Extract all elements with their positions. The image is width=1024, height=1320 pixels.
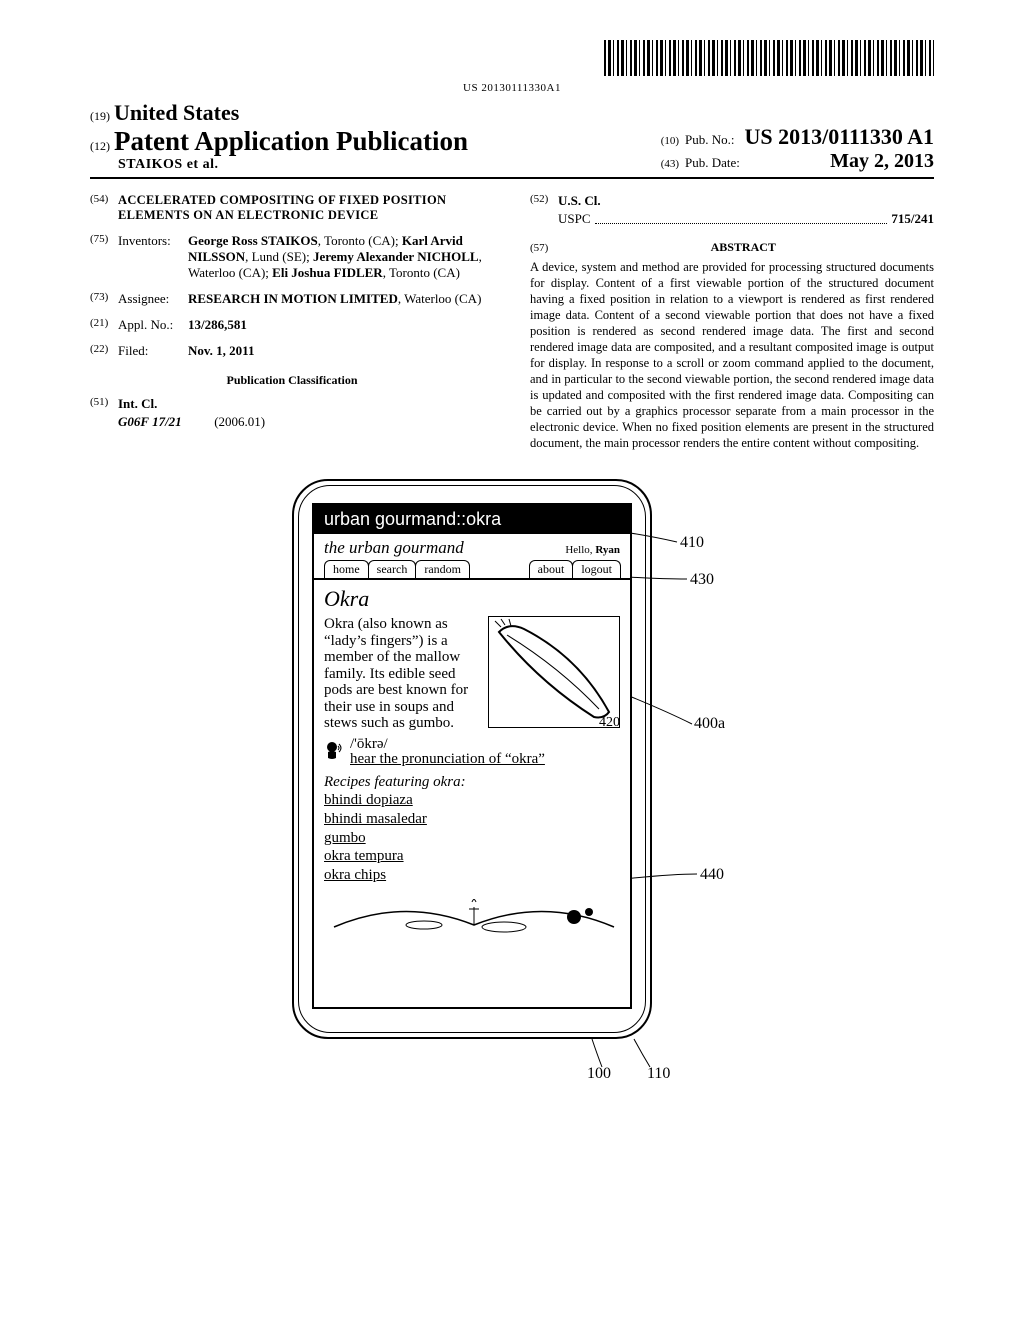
abstract-code: (57) [530, 242, 558, 254]
recipe-link[interactable]: okra chips [324, 866, 620, 885]
recipe-link[interactable]: okra tempura [324, 847, 620, 866]
tab-home[interactable]: home [324, 560, 369, 578]
figure-area: urban gourmand::okra the urban gourmand … [90, 479, 934, 1079]
appl-label: Appl. No.: [118, 317, 188, 333]
abstract-heading: ABSTRACT [561, 240, 925, 255]
abstract-text: A device, system and method are provided… [530, 259, 934, 451]
ref-100: 100 [587, 1065, 611, 1083]
recipe-link[interactable]: gumbo [324, 829, 620, 848]
pub-number: US 2013/0111330 A1 [745, 124, 934, 150]
recipe-link[interactable]: bhindi dopiaza [324, 791, 620, 810]
doc-type-code: (12) [90, 139, 110, 153]
recipe-link[interactable]: bhindi masaledar [324, 810, 620, 829]
assignee-label: Assignee: [118, 291, 188, 307]
dotted-leader [595, 223, 888, 224]
pubdate-code: (43) [661, 158, 679, 170]
decorative-illustration [324, 887, 624, 933]
ref-410: 410 [680, 534, 704, 552]
nav-tabs: home search random about logout [324, 560, 620, 578]
inventors-list: George Ross STAIKOS, Toronto (CA); Karl … [188, 233, 494, 281]
barcode-block: US 20130111330A1 [90, 40, 934, 94]
ref-430: 430 [690, 571, 714, 589]
uscl-value: 715/241 [891, 211, 934, 226]
speaker-head-icon [324, 740, 344, 765]
document-header: (19) United States (12) Patent Application… [90, 100, 934, 179]
uscl-sub: USPC [558, 211, 591, 227]
invention-title: ACCELERATED COMPOSITING OF FIXED POSITIO… [118, 193, 494, 223]
assignee-code: (73) [90, 291, 118, 307]
intcl-label: Int. Cl. [118, 396, 157, 411]
tab-random[interactable]: random [415, 560, 470, 578]
device-screen: urban gourmand::okra the urban gourmand … [312, 503, 632, 1009]
assignee-value: RESEARCH IN MOTION LIMITED, Waterloo (CA… [188, 291, 494, 307]
ref-440: 440 [700, 866, 724, 884]
tab-about[interactable]: about [529, 560, 574, 578]
pubno-label: Pub. No.: [685, 132, 734, 148]
recipes-heading: Recipes featuring okra: [324, 774, 620, 791]
barcode-number: US 20130111330A1 [90, 82, 934, 94]
filed-label: Filed: [118, 343, 188, 359]
pubdate-label: Pub. Date: [685, 155, 740, 171]
appl-number: 13/286,581 [188, 317, 247, 332]
device-outline: urban gourmand::okra the urban gourmand … [292, 479, 652, 1039]
intcl-class: G06F 17/21 [118, 414, 182, 429]
ref-400a: 400a [694, 715, 725, 733]
barcode-graphic [604, 40, 934, 76]
ipa-text: /'ōkrə/ [350, 736, 388, 752]
app-brand: the urban gourmand [324, 538, 464, 558]
content-title: Okra [324, 586, 620, 612]
tab-logout[interactable]: logout [572, 560, 621, 578]
author-line: STAIKOS et al. [118, 157, 218, 172]
pubno-code: (10) [661, 135, 679, 147]
inventors-label: Inventors: [118, 233, 188, 281]
body-text: Okra (also known as “lady’s fingers”) is… [324, 616, 480, 732]
title-code: (54) [90, 193, 118, 223]
doc-type: Patent Application Publication [114, 126, 468, 156]
tab-search[interactable]: search [368, 560, 417, 578]
app-header: the urban gourmand Hello, Ryan home sear… [314, 534, 630, 578]
bibliographic-section: (54) ACCELERATED COMPOSITING OF FIXED PO… [90, 193, 934, 451]
uscl-code: (52) [530, 193, 558, 209]
intcl-code: (51) [90, 396, 118, 412]
pronunciation-link[interactable]: hear the pronunciation of “okra” [350, 751, 545, 767]
page-content: Okra Okra (also known as “lady’s fingers… [314, 578, 630, 942]
pubclass-heading: Publication Classification [90, 373, 494, 388]
country-code: (19) [90, 109, 110, 123]
filed-code: (22) [90, 343, 118, 359]
okra-image [488, 616, 620, 728]
appl-code: (21) [90, 317, 118, 333]
greeting: Hello, Ryan [565, 544, 620, 556]
pronunciation-row: /'ōkrə/ hear the pronunciation of “okra” [324, 737, 620, 769]
uscl-label: U.S. Cl. [558, 193, 601, 208]
pub-date: May 2, 2013 [830, 150, 934, 173]
ref-110: 110 [647, 1065, 670, 1083]
filed-date: Nov. 1, 2011 [188, 343, 254, 358]
inventors-code: (75) [90, 233, 118, 281]
app-titlebar: urban gourmand::okra [314, 505, 630, 534]
intcl-date: (2006.01) [214, 414, 265, 429]
country-name: United States [114, 100, 239, 125]
